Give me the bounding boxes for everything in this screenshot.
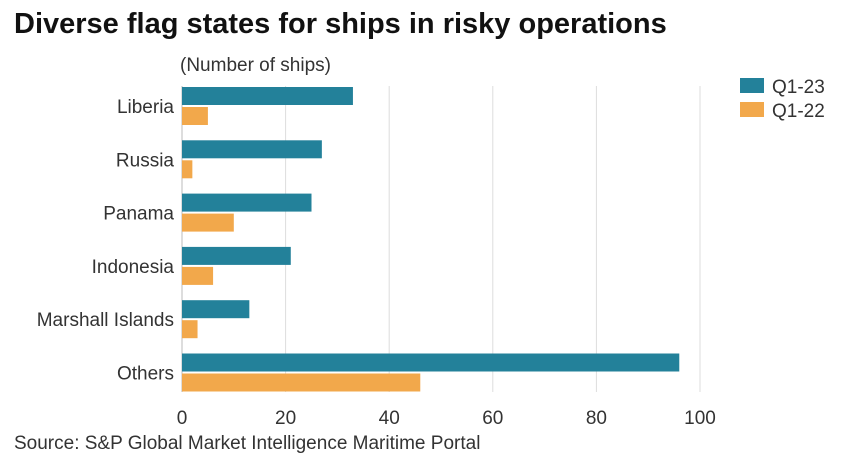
- x-tick-label: 100: [684, 408, 716, 429]
- bar-q1-23: [182, 87, 353, 105]
- bar-q1-22: [182, 107, 208, 125]
- category-label: Panama: [103, 204, 174, 225]
- bar-q1-23: [182, 300, 250, 319]
- bar-q1-23: [182, 193, 312, 212]
- x-tick-label: 80: [586, 408, 607, 429]
- x-tick-label: 40: [379, 408, 400, 429]
- category-label: Indonesia: [92, 257, 175, 278]
- legend-label: Q1-23: [772, 77, 825, 98]
- bar-q1-22: [182, 320, 198, 339]
- bar-q1-22: [182, 213, 234, 232]
- category-label: Russia: [116, 150, 175, 171]
- bar-q1-23: [182, 140, 322, 159]
- category-label: Marshall Islands: [37, 310, 174, 331]
- category-label: Others: [117, 364, 174, 385]
- legend-label: Q1-22: [772, 101, 825, 122]
- legend-swatch: [740, 78, 764, 93]
- chart-subtitle: (Number of ships): [180, 55, 331, 76]
- x-tick-label: 0: [177, 408, 188, 429]
- bar-q1-22: [182, 160, 193, 179]
- chart-title: Diverse flag states for ships in risky o…: [14, 8, 667, 40]
- source-note: Source: S&P Global Market Intelligence M…: [14, 433, 481, 454]
- x-tick-label: 60: [482, 408, 503, 429]
- bar-q1-23: [182, 353, 680, 372]
- legend-swatch: [740, 102, 764, 117]
- bar-q1-22: [182, 373, 421, 392]
- bar-q1-23: [182, 246, 291, 265]
- x-tick-label: 20: [275, 408, 296, 429]
- category-label: Liberia: [117, 97, 174, 118]
- bar-q1-22: [182, 266, 214, 285]
